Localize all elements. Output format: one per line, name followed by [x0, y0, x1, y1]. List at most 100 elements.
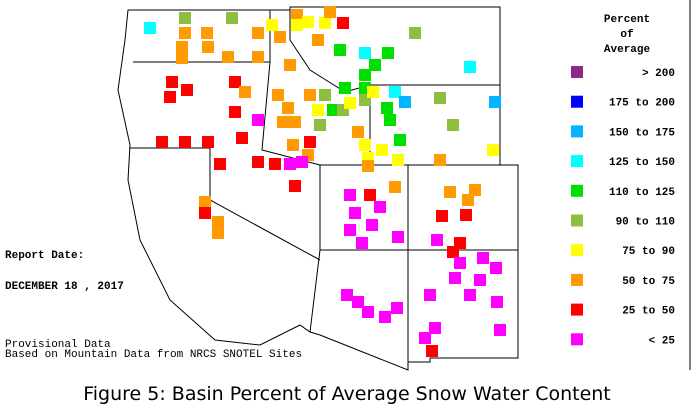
station — [222, 51, 234, 63]
station — [334, 44, 346, 56]
station — [272, 89, 284, 101]
legend-label: 50 to 75 — [622, 276, 675, 288]
station — [344, 224, 356, 236]
report-date: DECEMBER 18 , 2017 — [5, 281, 124, 293]
legend-swatch — [571, 303, 583, 316]
station — [419, 332, 431, 344]
station — [312, 104, 324, 116]
station — [239, 86, 251, 98]
legend-swatch — [571, 333, 583, 346]
station — [409, 27, 421, 39]
station — [201, 27, 213, 39]
station — [389, 181, 401, 193]
station — [314, 119, 326, 131]
station — [252, 156, 264, 168]
station — [269, 158, 281, 170]
station — [214, 158, 226, 170]
station — [289, 180, 301, 192]
station — [252, 27, 264, 39]
station — [181, 84, 193, 96]
station — [304, 136, 316, 148]
legend-swatch — [571, 95, 583, 108]
legend-label: 125 to 150 — [609, 157, 675, 169]
station — [302, 16, 314, 28]
station — [324, 6, 336, 18]
station — [327, 104, 339, 116]
station — [252, 114, 264, 126]
station — [252, 51, 264, 63]
station — [364, 189, 376, 201]
legend-swatch — [571, 184, 583, 197]
station — [229, 76, 241, 88]
station — [274, 31, 286, 43]
station — [436, 210, 448, 222]
station — [284, 59, 296, 71]
station — [289, 116, 301, 128]
station — [464, 289, 476, 301]
station — [429, 322, 441, 334]
station — [266, 19, 278, 31]
station — [337, 17, 349, 29]
station — [176, 41, 188, 53]
station — [477, 252, 489, 264]
legend-title: Average — [604, 44, 651, 56]
station — [424, 289, 436, 301]
station — [431, 234, 443, 246]
station — [444, 186, 456, 198]
legend-label: < 25 — [649, 335, 676, 347]
station — [454, 257, 466, 269]
station — [379, 311, 391, 323]
station — [352, 296, 364, 308]
station — [359, 69, 371, 81]
station — [319, 89, 331, 101]
station — [144, 22, 156, 34]
station — [389, 86, 401, 98]
legend-label: 90 to 110 — [616, 217, 675, 229]
report-date-label: Report Date: — [5, 250, 84, 262]
station — [434, 92, 446, 104]
legend-label: > 200 — [642, 68, 675, 80]
station — [384, 114, 396, 126]
station — [392, 154, 404, 166]
station — [449, 272, 461, 284]
map-outline — [117, 0, 691, 371]
station — [447, 246, 459, 258]
station — [284, 158, 296, 170]
station — [394, 134, 406, 146]
legend: Percent of Average > 200 175 to 200 150 to… — [571, 14, 675, 347]
station — [166, 76, 178, 88]
station — [199, 207, 211, 219]
station — [339, 82, 351, 94]
legend-label: 150 to 175 — [609, 127, 675, 139]
legend-swatch — [571, 66, 583, 78]
station — [391, 302, 403, 314]
station — [490, 262, 502, 274]
station — [344, 97, 356, 109]
legend-title: Percent — [604, 14, 650, 26]
station — [474, 274, 486, 286]
station — [376, 144, 388, 156]
legend-swatch — [571, 125, 583, 138]
legend-swatch — [571, 244, 583, 257]
station — [287, 139, 299, 151]
station — [426, 345, 438, 357]
station — [369, 59, 381, 71]
station — [349, 207, 361, 219]
station — [359, 47, 371, 59]
station — [282, 102, 294, 114]
station — [491, 296, 503, 308]
legend-swatch — [571, 155, 583, 168]
station — [434, 154, 446, 166]
legend-swatch — [571, 214, 583, 227]
station — [236, 132, 248, 144]
station — [367, 86, 379, 98]
legend-title: of — [620, 29, 634, 41]
note: Provisional Data — [5, 339, 111, 351]
station — [202, 41, 214, 53]
station — [341, 289, 353, 301]
station — [291, 9, 303, 21]
station — [312, 34, 324, 46]
station — [229, 106, 241, 118]
station — [399, 96, 411, 108]
